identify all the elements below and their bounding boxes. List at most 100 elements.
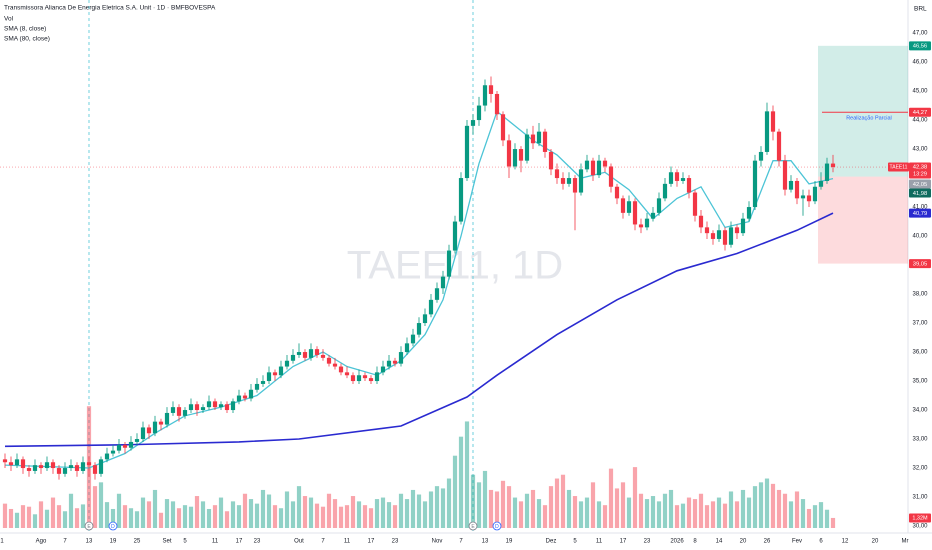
x-tick-label: 23 xyxy=(254,539,261,545)
x-tick-label: 8 xyxy=(693,539,697,545)
candle-body xyxy=(260,381,266,384)
candle-body xyxy=(98,459,104,474)
volume-bar xyxy=(710,501,716,528)
candle-body xyxy=(794,180,800,199)
volume-bar xyxy=(644,499,650,528)
volume-bar xyxy=(716,497,722,528)
candle-body xyxy=(32,465,38,471)
candle-body xyxy=(770,111,776,132)
volume-bar xyxy=(230,501,236,528)
price-tag xyxy=(909,107,931,117)
candle-body xyxy=(752,160,758,208)
price-tag-label: 41,98 xyxy=(913,191,928,197)
volume-bar xyxy=(20,505,26,528)
price-tag xyxy=(909,188,931,198)
volume-tag-label: 1,32M xyxy=(912,515,928,521)
y-tick-label: 47,00 xyxy=(912,31,928,37)
candle-body xyxy=(596,160,602,176)
candle-body xyxy=(680,178,686,181)
volume-bar xyxy=(188,506,194,528)
candle-body xyxy=(482,85,488,106)
x-tick-label: 20 xyxy=(740,539,747,545)
candle-body xyxy=(818,180,824,187)
candle-body xyxy=(434,288,440,300)
candle-body xyxy=(458,178,464,222)
volume-bar xyxy=(356,501,362,528)
candle-body xyxy=(704,227,710,234)
candle-body xyxy=(416,323,422,335)
candle-body xyxy=(572,178,578,193)
candle-body xyxy=(110,450,116,454)
candle-body xyxy=(512,149,518,167)
volume-bar xyxy=(554,478,560,528)
volume-bar xyxy=(332,499,338,528)
volume-bar xyxy=(746,497,752,528)
volume-bar xyxy=(812,505,818,528)
candle-body xyxy=(620,198,626,213)
volume-bar xyxy=(158,512,164,528)
volume-bar xyxy=(110,508,116,528)
volume-bar xyxy=(320,506,326,528)
x-tick-label: 13 xyxy=(86,539,93,545)
candle-body xyxy=(626,201,632,213)
candle-body xyxy=(134,439,140,442)
candle-body xyxy=(542,131,548,152)
volume-bar xyxy=(74,508,80,528)
event-icon xyxy=(492,521,502,531)
candle-body xyxy=(344,372,350,376)
volume-bar xyxy=(572,496,578,528)
event-label: E xyxy=(471,524,475,530)
volume-bar xyxy=(374,499,380,528)
volume-bar xyxy=(602,505,608,528)
volume-bar xyxy=(44,509,50,528)
volume-bar xyxy=(446,478,452,528)
y-tick-label: 43,00 xyxy=(912,147,928,153)
volume-bar xyxy=(776,489,782,528)
candle-body xyxy=(248,389,254,399)
volume-bar xyxy=(794,491,800,528)
candle-body xyxy=(104,453,110,460)
volume-bar xyxy=(206,508,212,528)
candle-body xyxy=(254,383,260,390)
x-tick-label: Dez xyxy=(546,539,557,545)
volume-bar xyxy=(488,489,494,528)
x-tick-label: Set xyxy=(162,539,171,545)
currency: BRL xyxy=(914,6,927,13)
volume-bar xyxy=(692,499,698,528)
candle-body xyxy=(686,178,692,193)
x-tick-label: 23 xyxy=(392,539,399,545)
volume-bar xyxy=(638,493,644,528)
candle-body xyxy=(536,131,542,144)
volume-tag xyxy=(909,513,931,523)
x-tick-label: 19 xyxy=(506,539,513,545)
volume-bar xyxy=(2,503,8,528)
y-tick-label: 37,00 xyxy=(912,321,928,327)
volume-bar xyxy=(458,436,464,528)
volume-bar xyxy=(194,496,200,528)
candle-body xyxy=(800,195,806,199)
candle-body xyxy=(386,360,392,367)
candle-body xyxy=(314,349,320,355)
candle-body xyxy=(230,401,236,411)
x-tick-label: 14 xyxy=(716,539,723,545)
volume-bar xyxy=(254,503,260,528)
volume-bar xyxy=(440,488,446,528)
volume-bar xyxy=(164,499,170,528)
volume-bar xyxy=(14,512,20,528)
volume-bar xyxy=(656,501,662,528)
candle-body xyxy=(176,407,182,416)
candle-body xyxy=(218,404,224,408)
candle-body xyxy=(146,427,152,434)
candle-body xyxy=(698,215,704,228)
candle-body xyxy=(614,186,620,199)
x-tick-label: 5 xyxy=(183,539,187,545)
candle-body xyxy=(764,111,770,152)
partial-label: Realização Parcial xyxy=(846,116,892,122)
volume-bar xyxy=(452,455,458,528)
volume-bar xyxy=(584,497,590,528)
candle-body xyxy=(158,421,164,425)
volume-bar xyxy=(494,491,500,528)
candle-body xyxy=(476,105,482,121)
candle-body xyxy=(590,160,596,176)
